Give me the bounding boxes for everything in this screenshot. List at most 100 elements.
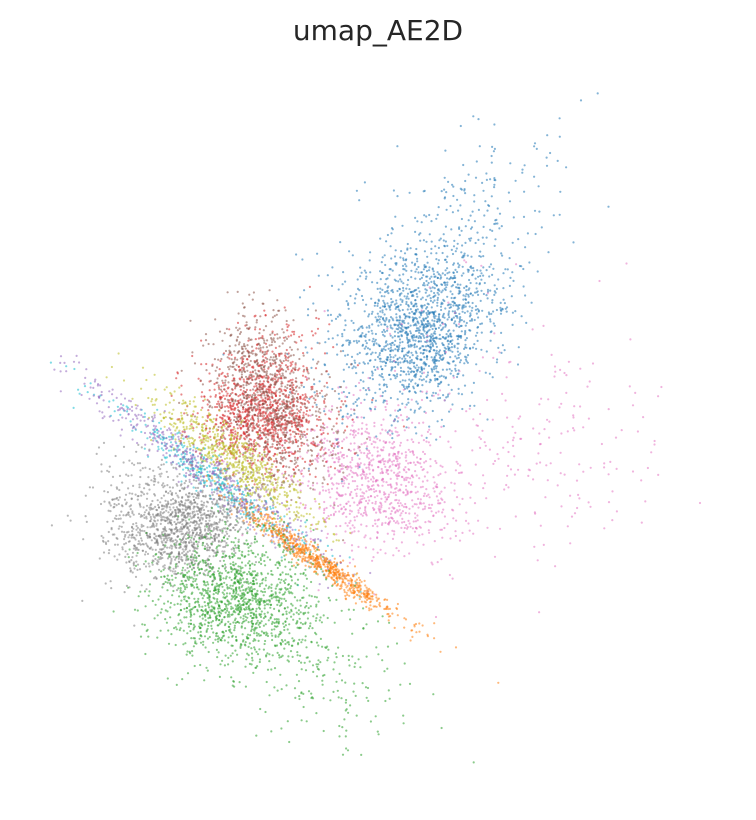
data-point <box>332 425 335 428</box>
data-point <box>521 168 524 171</box>
data-point <box>526 232 530 235</box>
data-point <box>397 549 400 552</box>
data-point <box>430 275 433 278</box>
data-point <box>423 214 426 217</box>
data-point <box>374 500 377 503</box>
data-point <box>314 458 317 461</box>
data-point <box>470 391 474 394</box>
data-point <box>453 489 456 492</box>
data-point <box>325 393 328 396</box>
data-point <box>359 275 362 278</box>
data-point <box>396 509 399 512</box>
data-point <box>330 319 333 322</box>
data-point <box>415 345 418 348</box>
data-point <box>270 343 273 347</box>
data-point <box>373 436 376 439</box>
data-point <box>477 519 480 522</box>
data-point <box>458 317 461 320</box>
data-point <box>356 504 359 507</box>
data-point <box>381 311 384 314</box>
data-point <box>262 390 265 394</box>
data-point <box>378 354 381 357</box>
data-point <box>284 411 287 414</box>
data-point <box>389 353 392 356</box>
data-point <box>283 376 286 379</box>
data-point <box>559 472 562 475</box>
data-point <box>492 267 495 270</box>
data-point <box>389 491 392 494</box>
data-point <box>483 482 486 485</box>
data-point <box>462 256 465 259</box>
data-point <box>251 426 254 429</box>
chart-title: umap_AE2D <box>292 14 464 47</box>
data-point <box>283 339 286 342</box>
data-point <box>293 435 296 438</box>
data-point <box>500 351 503 354</box>
data-point <box>407 305 410 308</box>
data-point <box>262 428 265 431</box>
data-point <box>362 387 365 390</box>
data-point <box>266 404 269 407</box>
data-point <box>250 396 254 399</box>
data-point <box>395 464 398 467</box>
data-point <box>180 369 183 372</box>
data-point <box>433 317 436 320</box>
data-point <box>238 424 241 427</box>
data-point <box>410 269 413 272</box>
data-point <box>418 534 421 537</box>
data-point <box>306 451 309 454</box>
data-point <box>323 397 326 401</box>
data-point <box>229 431 232 434</box>
data-point <box>372 484 375 487</box>
data-point <box>505 310 508 313</box>
data-point <box>459 352 462 355</box>
data-point <box>380 506 383 509</box>
data-point <box>306 351 309 354</box>
data-point <box>355 473 359 476</box>
data-point <box>339 503 342 506</box>
data-point <box>375 489 378 493</box>
data-point <box>385 318 388 321</box>
data-point <box>436 561 439 564</box>
data-point <box>429 465 432 468</box>
data-point <box>469 281 472 285</box>
data-point <box>267 449 270 452</box>
data-point <box>428 531 431 534</box>
data-point <box>504 268 507 271</box>
data-point <box>342 539 345 542</box>
data-point <box>385 515 388 519</box>
data-point <box>287 451 290 454</box>
data-point <box>449 372 452 375</box>
data-point <box>342 271 345 274</box>
data-point <box>409 330 412 333</box>
data-point <box>384 429 387 432</box>
data-point <box>252 366 255 369</box>
data-point <box>349 509 352 512</box>
data-point <box>465 511 468 514</box>
data-point <box>469 404 472 407</box>
data-point <box>347 500 350 503</box>
data-point <box>477 316 480 319</box>
data-point <box>383 540 386 543</box>
data-point <box>420 434 423 437</box>
data-point <box>401 224 404 227</box>
data-point <box>419 406 422 409</box>
data-point <box>410 483 413 486</box>
data-point <box>482 225 485 228</box>
data-point <box>249 406 253 410</box>
data-point <box>248 433 251 436</box>
data-point <box>200 408 203 412</box>
data-point <box>384 496 387 499</box>
data-point <box>317 457 320 460</box>
data-point <box>365 525 368 528</box>
data-point <box>341 440 344 443</box>
data-point <box>263 361 266 364</box>
data-point <box>389 360 392 363</box>
data-point <box>482 274 485 277</box>
data-point <box>403 252 407 255</box>
data-point <box>388 373 391 376</box>
data-point <box>374 399 377 402</box>
data-point <box>300 430 303 433</box>
data-point <box>434 362 437 365</box>
data-point <box>366 452 369 455</box>
